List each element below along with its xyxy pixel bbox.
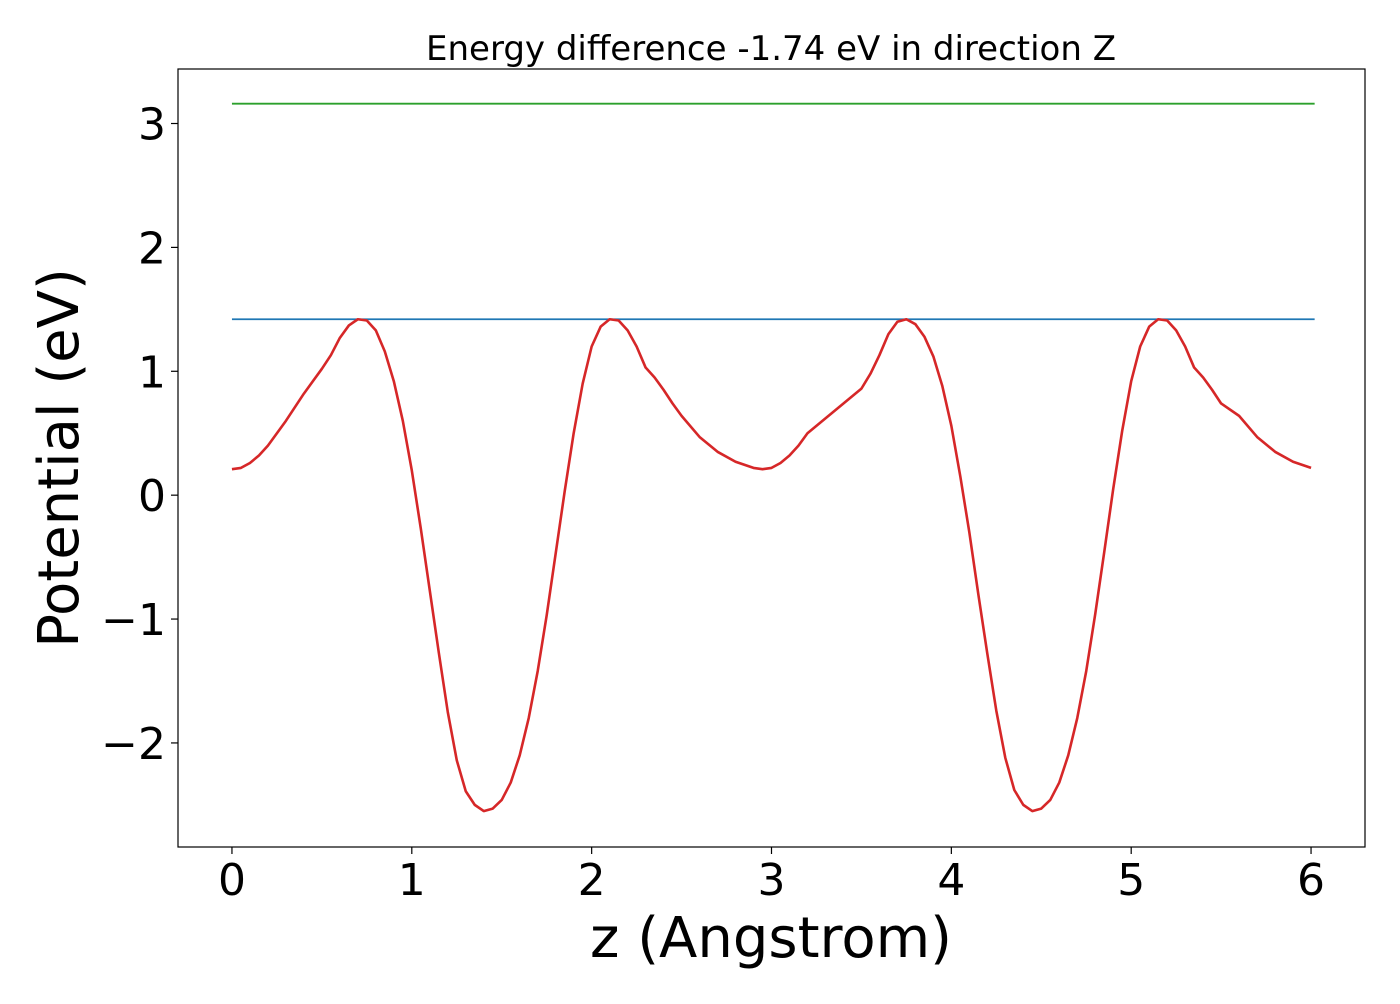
- x-tick-label: 3: [758, 855, 786, 906]
- y-tick-label: −2: [101, 719, 166, 770]
- y-tick-label: 3: [138, 100, 166, 151]
- y-tick-label: 1: [138, 347, 166, 398]
- plot-frame: [177, 68, 1366, 848]
- plot-lines: [231, 102, 1315, 813]
- x-tick-label: 1: [398, 855, 426, 906]
- x-tick-label: 4: [937, 855, 965, 906]
- x-tick-label: 2: [578, 855, 606, 906]
- x-axis-label: z (Angstrom): [590, 906, 952, 971]
- x-tick-label: 5: [1117, 855, 1145, 906]
- series-line-2: [231, 317, 1312, 813]
- y-axis-label: Potential (eV): [27, 268, 92, 648]
- x-tick-label: 6: [1297, 855, 1325, 906]
- y-axis-ticks: −2 −1 0 1 2 3: [101, 100, 178, 770]
- chart-title: Energy difference -1.74 eV in direction …: [426, 29, 1116, 69]
- x-axis-ticks: 0 1 2 3 4 5 6: [218, 847, 1325, 906]
- y-tick-label: −1: [101, 595, 166, 646]
- y-tick-label: 2: [138, 223, 166, 274]
- x-tick-label: 0: [218, 855, 246, 906]
- y-tick-label: 0: [138, 471, 166, 522]
